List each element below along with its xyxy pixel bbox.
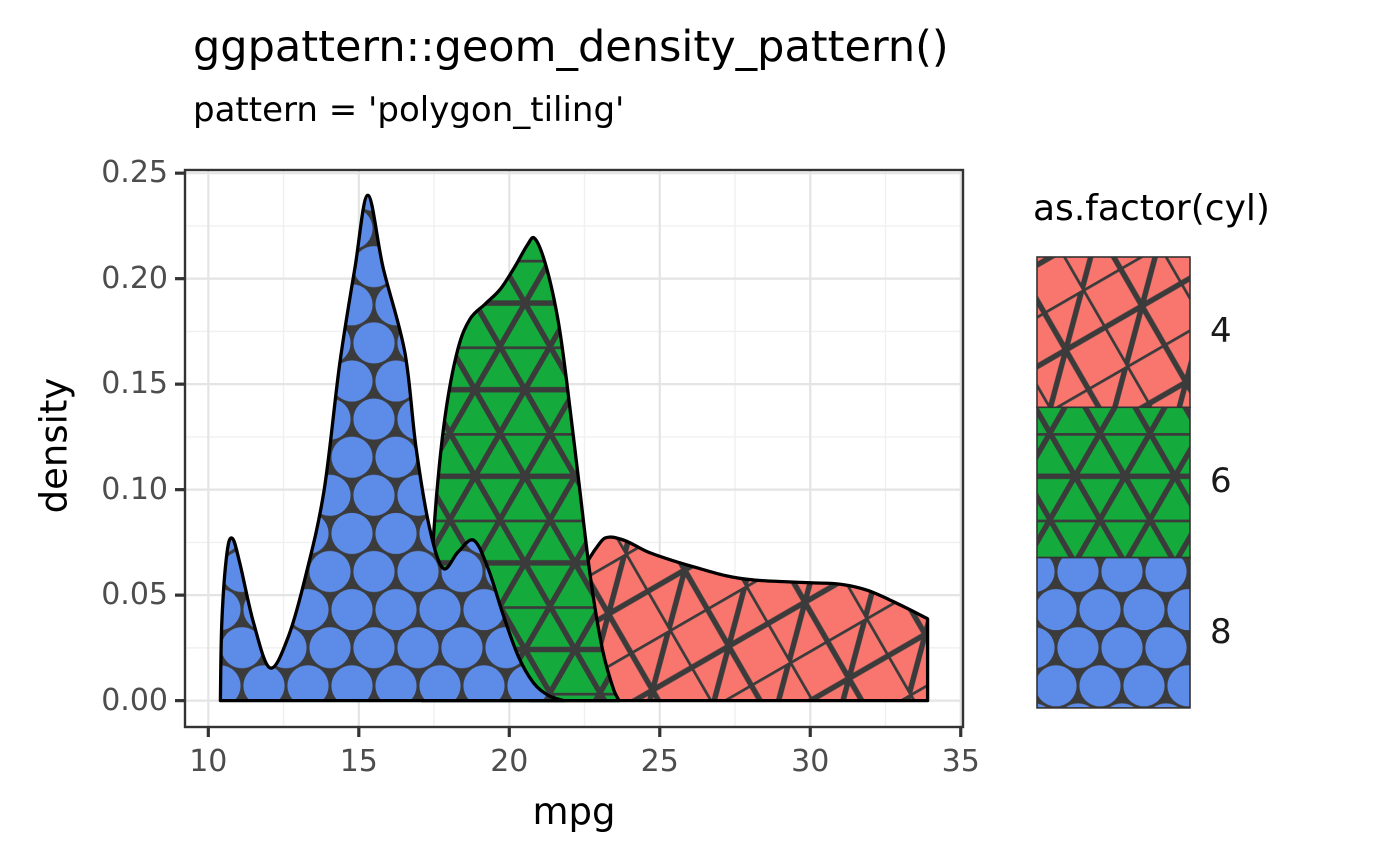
x-tick-label: 10 <box>189 744 228 779</box>
legend-key-cyl-8 <box>1036 556 1191 709</box>
legend-keys <box>1036 256 1191 709</box>
y-tick-label: 0.20 <box>101 260 168 296</box>
legend-key-cyl-6 <box>1036 406 1191 559</box>
legend-title: as.factor(cyl) <box>1033 188 1270 229</box>
x-axis-title: mpg <box>532 790 616 833</box>
density-areas <box>218 193 930 703</box>
legend-label-cyl-4: 4 <box>1210 311 1232 352</box>
x-tick-label: 25 <box>640 744 679 779</box>
legend-label-cyl-6: 6 <box>1210 461 1232 502</box>
x-tick-label: 15 <box>339 744 378 779</box>
y-tick-label: 0.15 <box>101 366 168 402</box>
y-tick-label: 0.25 <box>101 155 168 191</box>
y-tick-label: 0.10 <box>101 471 168 507</box>
chart-title: ggpattern::geom_density_pattern() <box>193 22 949 72</box>
chart-subtitle: pattern = 'polygon_tiling' <box>193 90 625 130</box>
y-tick-label: 0.00 <box>101 682 168 718</box>
x-tick-label: 30 <box>791 744 830 779</box>
axis-tick-marks <box>175 171 963 737</box>
y-tick-label: 0.05 <box>101 577 168 613</box>
x-tick-label: 20 <box>490 744 529 779</box>
panel-border <box>183 168 965 729</box>
legend-label-cyl-8: 8 <box>1210 611 1232 652</box>
density-area-cyl-8 <box>218 193 566 703</box>
legend-key-cyl-4 <box>1036 256 1191 409</box>
x-tick-label: 35 <box>941 744 980 779</box>
